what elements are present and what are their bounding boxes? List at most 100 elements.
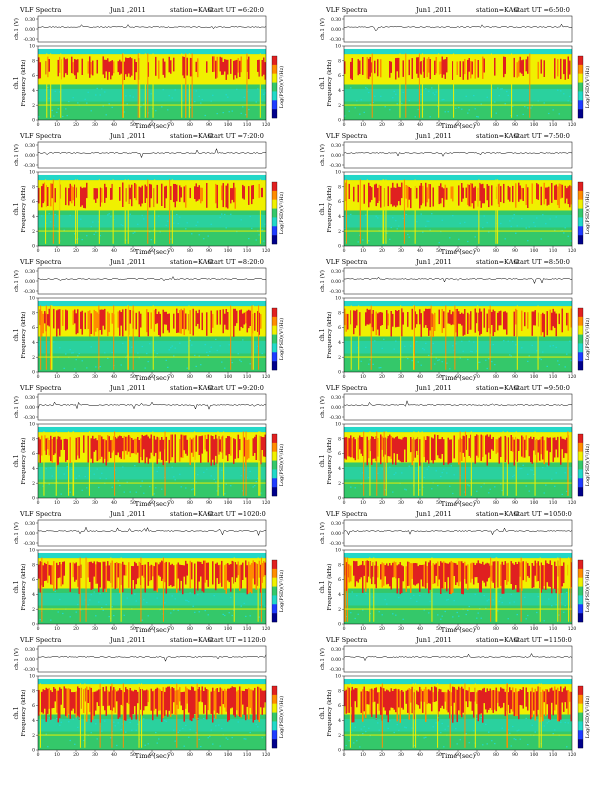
heatmap-red-cell (549, 560, 551, 587)
heatmap-red-cell (165, 687, 167, 711)
heatmap-cyan-speck (435, 722, 437, 724)
heatmap-cyan-speck (354, 726, 356, 728)
heatmap-cyan-speck (146, 602, 148, 604)
heatmap-red-cell (371, 688, 373, 717)
heatmap-red-cell (545, 560, 547, 590)
y-tick-label: 2 (338, 481, 341, 487)
heatmap-red-cell (408, 688, 410, 720)
heatmap-cyan-speck (540, 358, 542, 361)
y-tick-label: 8 (338, 688, 341, 694)
heatmap-cyan-speck (90, 226, 92, 228)
heatmap-red-cell (516, 438, 518, 462)
waveform-trace (343, 152, 573, 157)
waveform-tick-label: 0.00 (25, 531, 35, 537)
heatmap-red-cell (485, 692, 487, 710)
y-tick-label: 4 (338, 340, 341, 346)
colorbar-segment (272, 308, 277, 318)
heatmap-red-cell (410, 563, 412, 593)
heatmap-cyan-speck (104, 720, 106, 722)
heatmap-cyan-speck (197, 717, 199, 720)
heatmap-red-cell (116, 438, 118, 456)
heatmap-cyan-speck (101, 607, 103, 609)
heatmap-red-cell (422, 564, 424, 587)
heatmap-red-cell (566, 188, 568, 199)
heatmap-red-cell (242, 184, 244, 199)
x-tick-label: 120 (262, 374, 271, 380)
heatmap-red-cell (177, 313, 179, 333)
heatmap-cyan-speck (243, 738, 245, 740)
y-axis-label: Frequency (kHz) (20, 438, 27, 485)
heatmap-red-cell (47, 437, 49, 450)
heatmap-cyan-speck (519, 468, 521, 470)
heatmap-red-cell (72, 562, 74, 578)
heatmap-cyan-speck (215, 725, 217, 727)
heatmap-cyan-speck (225, 737, 227, 739)
heatmap-red-cell (440, 439, 442, 459)
heatmap-top-gap (344, 46, 572, 49)
heatmap-red-cell (41, 186, 43, 208)
heatmap-cyan-speck (375, 718, 377, 720)
heatmap-red-cell (233, 182, 235, 203)
heatmap-red-cell (440, 561, 442, 594)
heatmap-red-cell (546, 311, 548, 336)
heatmap-cyan-speck (402, 91, 404, 93)
heatmap-spike (413, 305, 415, 370)
y-tick-label: 4 (338, 214, 341, 220)
heatmap-red-cell (458, 185, 460, 206)
heatmap-red-cell (366, 308, 368, 325)
heatmap-band-top-cyan (344, 300, 572, 307)
heatmap-cyan-speck (539, 357, 541, 359)
heatmap-cyan-speck (201, 98, 203, 101)
colorbar-segment (272, 568, 277, 578)
heatmap-cyan-speck (458, 238, 460, 240)
heatmap-red-cell (357, 437, 359, 460)
heatmap-cyan-speck (50, 221, 52, 223)
waveform-tick-label: -0.30 (329, 289, 341, 295)
heatmap-red-cell (74, 692, 76, 714)
heatmap-cyan-speck (203, 717, 205, 720)
heatmap-red-cell (155, 688, 157, 709)
x-tick-label: 110 (549, 122, 558, 128)
heatmap-red-cell (368, 440, 370, 459)
colorbar-segment (578, 182, 583, 192)
waveform-frame (37, 519, 267, 547)
ch-axis-label: ch.1 (319, 581, 326, 594)
heatmap-cyan-speck (465, 95, 467, 97)
heatmap-red-cell (54, 188, 56, 203)
heatmap-cyan-speck (441, 472, 443, 474)
heatmap-cyan-speck (348, 110, 350, 112)
heatmap-red-cell (45, 438, 47, 455)
heatmap-cyan-speck (77, 726, 79, 728)
colorbar-segment (578, 686, 583, 696)
waveform-trace (38, 24, 267, 30)
heatmap-red-cell (251, 563, 253, 594)
panel-start: start UT =1120:0 (208, 636, 266, 644)
heatmap-red-cell (570, 186, 572, 205)
y-tick-label: 2 (32, 103, 35, 109)
heatmap-cyan-speck (543, 102, 545, 104)
heatmap-cyan-speck (231, 110, 233, 112)
heatmap-red-cell (51, 692, 53, 709)
heatmap-red-cell (354, 688, 356, 702)
heatmap-red-cell (425, 308, 427, 326)
heatmap-red-cell (569, 691, 571, 702)
heatmap-cyan-speck (440, 732, 442, 734)
waveform-trace (37, 147, 267, 159)
heatmap-red-cell (458, 439, 460, 465)
heatmap-red-cell (539, 439, 541, 461)
heatmap-red-cell (570, 691, 572, 722)
heatmap-red-cell (410, 188, 412, 209)
heatmap-red-cell (542, 312, 544, 333)
heatmap-cyan-speck (74, 233, 76, 235)
heatmap-cyan-speck (344, 227, 346, 230)
heatmap-red-cell (152, 691, 154, 721)
waveform-frame (343, 141, 573, 169)
colorbar-segment (272, 208, 277, 218)
panel-station: station=KAG (476, 132, 519, 140)
heatmap-band-top-cyan (344, 552, 572, 559)
panel-date: Jun1 ,2011 (416, 384, 452, 392)
heatmap-red-cell (89, 310, 91, 337)
heatmap-red-cell (69, 183, 71, 202)
colorbar-segment (578, 568, 583, 578)
colorbar-segment (578, 343, 583, 353)
